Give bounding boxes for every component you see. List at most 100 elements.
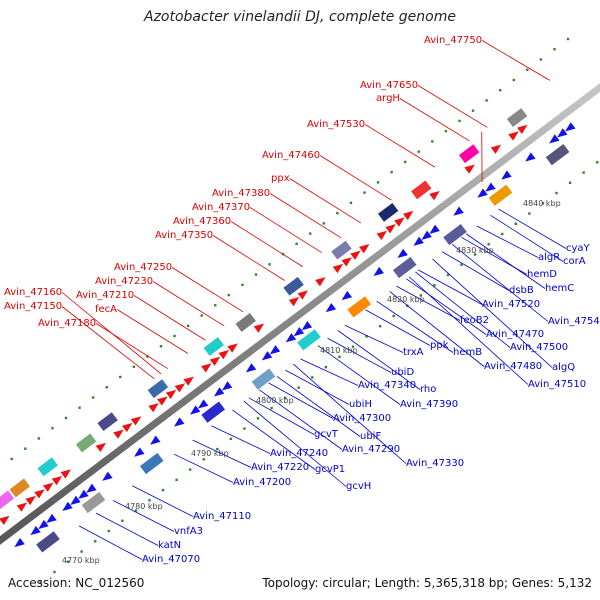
gene-arrow-forward bbox=[0, 513, 12, 525]
callout-line bbox=[233, 410, 315, 469]
tick-label: 4820 kbp bbox=[387, 295, 425, 304]
tick-label: 4830 kbp bbox=[456, 246, 494, 255]
gene-block bbox=[378, 203, 398, 222]
gene-label[interactable]: cyaY bbox=[566, 243, 591, 254]
tick-dot bbox=[175, 479, 177, 481]
gene-label[interactable]: ubiD bbox=[391, 367, 414, 378]
kbp-ticks: 4770 kbp 4780 kbp 4790 kbp 4800 kbp 4810… bbox=[62, 199, 561, 565]
tick-dot bbox=[404, 161, 406, 163]
gene-arrow-forward bbox=[429, 188, 442, 200]
gene-label[interactable]: Avin_47340 bbox=[358, 380, 416, 391]
gene-label[interactable]: ppx bbox=[271, 173, 290, 184]
gene-arrow-forward bbox=[227, 340, 240, 352]
gene-arrow-reverse bbox=[475, 188, 488, 200]
gene-label[interactable]: Avin_47500 bbox=[510, 342, 568, 353]
gene-label[interactable]: Avin_47330 bbox=[406, 458, 464, 469]
gene-label[interactable]: gcvT bbox=[314, 429, 339, 440]
gene-label[interactable]: Avin_47390 bbox=[400, 399, 458, 410]
gene-label[interactable]: gcvP1 bbox=[315, 464, 345, 475]
callout-line bbox=[365, 125, 435, 168]
gene-arrow-reverse bbox=[339, 291, 352, 303]
gene-label[interactable]: katN bbox=[158, 540, 181, 551]
gene-label[interactable]: Avin_47180 bbox=[38, 318, 96, 329]
tick-dot bbox=[528, 212, 530, 214]
tick-label: 4790 kbp bbox=[191, 449, 229, 458]
gene-label[interactable]: Avin_47250 bbox=[114, 262, 172, 273]
callout-line bbox=[400, 99, 470, 141]
gene-label[interactable]: fecA bbox=[95, 304, 117, 315]
gene-label[interactable]: rho bbox=[420, 384, 436, 395]
gene-label[interactable]: Avin_47220 bbox=[251, 462, 309, 473]
gene-label[interactable]: Avin_47210 bbox=[76, 290, 134, 301]
tick-dot bbox=[325, 366, 327, 368]
gene-label[interactable]: Avin_47480 bbox=[484, 361, 542, 372]
gene-label[interactable]: vnfA3 bbox=[174, 526, 203, 537]
tick-dot bbox=[431, 140, 433, 142]
gene-arrow-reverse bbox=[100, 472, 113, 484]
gene-label[interactable]: Avin_47650 bbox=[360, 80, 418, 91]
tick-dot bbox=[78, 407, 80, 409]
tick-dot bbox=[214, 304, 216, 306]
gene-label[interactable]: algR bbox=[538, 252, 560, 263]
gene-label[interactable]: Avin_47520 bbox=[482, 299, 540, 310]
gene-label[interactable]: argH bbox=[376, 93, 400, 104]
gene-label[interactable]: Avin_47540 bbox=[548, 316, 600, 327]
gene-label[interactable]: Avin_47240 bbox=[270, 448, 328, 459]
gene-label[interactable]: dsbB bbox=[509, 285, 534, 296]
gene-label[interactable]: Avin_47150 bbox=[4, 301, 62, 312]
gene-label[interactable]: ubiF bbox=[360, 431, 381, 442]
gene-label[interactable]: Avin_47290 bbox=[342, 444, 400, 455]
gene-arrow-reverse bbox=[395, 249, 408, 261]
tick-dot bbox=[92, 396, 94, 398]
gene-label[interactable]: algQ bbox=[552, 362, 575, 373]
gene-label[interactable]: Avin_47160 bbox=[4, 287, 62, 298]
gene-label[interactable]: hemD bbox=[527, 269, 557, 280]
gene-arrow-reverse bbox=[60, 502, 73, 514]
tick-dot bbox=[582, 171, 584, 173]
gene-label[interactable]: ubiH bbox=[349, 399, 372, 410]
gene-label[interactable]: Avin_47380 bbox=[212, 188, 270, 199]
callout-line bbox=[442, 252, 509, 291]
tick-dot bbox=[311, 376, 313, 378]
gene-label[interactable]: Avin_47750 bbox=[424, 35, 482, 46]
tick-dot bbox=[51, 427, 53, 429]
gene-label[interactable]: Avin_47070 bbox=[142, 554, 200, 565]
gene-label[interactable]: Avin_47360 bbox=[173, 216, 231, 227]
gene-label[interactable]: hemC bbox=[545, 283, 574, 294]
gene-label[interactable]: feoB2 bbox=[460, 315, 489, 326]
tick-dot bbox=[38, 437, 40, 439]
tick-dot bbox=[485, 99, 487, 101]
gene-label[interactable]: Avin_47370 bbox=[192, 202, 250, 213]
gene-block bbox=[546, 144, 570, 165]
gene-label[interactable]: gcvH bbox=[346, 481, 371, 492]
gene-arrow-reverse bbox=[28, 526, 41, 538]
gene-label[interactable]: trxA bbox=[403, 347, 424, 358]
gene-label[interactable]: Avin_47530 bbox=[307, 119, 365, 130]
gene-arrow-reverse bbox=[212, 387, 225, 399]
gene-label[interactable]: Avin_47470 bbox=[486, 329, 544, 340]
gene-block bbox=[347, 296, 371, 317]
gene-label[interactable]: Avin_47200 bbox=[233, 477, 291, 488]
gene-block bbox=[252, 369, 276, 390]
gene-label[interactable]: Avin_47510 bbox=[528, 379, 586, 390]
callout-line bbox=[277, 376, 360, 436]
gene-block bbox=[443, 224, 467, 245]
callout-line bbox=[285, 370, 349, 404]
gene-label[interactable]: Avin_47300 bbox=[333, 413, 391, 424]
gene-arrow-reverse bbox=[523, 152, 536, 164]
topology-summary: Topology: circular; Length: 5,365,318 bp… bbox=[262, 576, 592, 590]
gene-label[interactable]: ppk bbox=[430, 340, 449, 351]
gene-label[interactable]: Avin_47350 bbox=[155, 230, 213, 241]
gene-label[interactable]: hemB bbox=[453, 347, 482, 358]
tick-dot bbox=[390, 171, 392, 173]
callout-line bbox=[290, 179, 361, 223]
gene-label[interactable]: Avin_47230 bbox=[95, 276, 153, 287]
gene-label[interactable]: corA bbox=[563, 256, 586, 267]
tick-dot bbox=[392, 315, 394, 317]
tick-dot bbox=[515, 223, 517, 225]
gene-label[interactable]: Avin_47110 bbox=[193, 511, 251, 522]
callout-line bbox=[153, 282, 224, 327]
tick-dot bbox=[499, 89, 501, 91]
gene-label[interactable]: Avin_47460 bbox=[262, 150, 320, 161]
tick-dot bbox=[501, 233, 503, 235]
